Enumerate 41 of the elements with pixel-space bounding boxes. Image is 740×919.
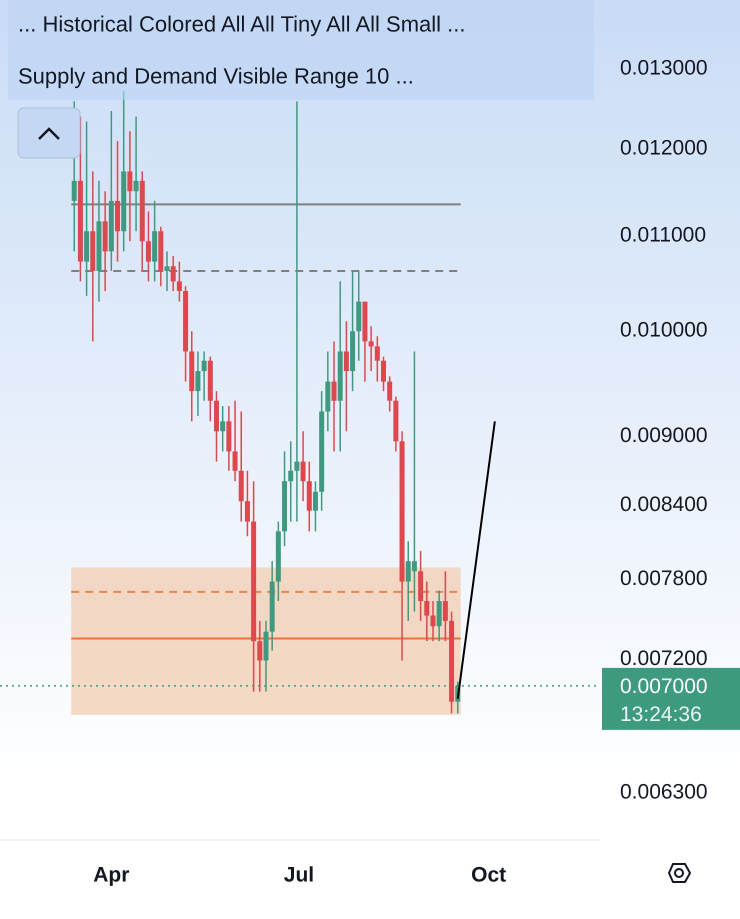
candlestick <box>424 580 430 642</box>
candlestick <box>381 356 386 392</box>
candlestick <box>442 570 448 642</box>
y-tick-label: 0.007800 <box>620 567 708 590</box>
candlestick <box>195 350 200 417</box>
candlestick <box>170 255 176 292</box>
candlestick <box>387 376 392 412</box>
candlestick <box>288 440 294 522</box>
text: 13:24:36 <box>620 703 702 726</box>
annotation: Supply and Demand Visible Range 10 ... <box>18 64 414 89</box>
candlestick <box>294 100 300 522</box>
y-tick-label: 0.010000 <box>620 318 708 342</box>
candlestick <box>164 250 170 292</box>
candlestick <box>176 260 182 302</box>
candlestick <box>257 620 262 692</box>
y-tick-label: 0.008400 <box>620 492 708 516</box>
y-tick-label: 0.013000 <box>620 56 708 80</box>
candlestick <box>146 210 151 282</box>
y-tick-label: 0.009000 <box>620 424 708 447</box>
y-tick-label: 0.006300 <box>620 780 708 804</box>
y-tick-label: 0.012000 <box>620 136 708 160</box>
candlestick <box>430 600 436 642</box>
candlestick <box>374 336 380 382</box>
y-tick-label: 0.007200 <box>620 647 708 670</box>
candlestick <box>232 400 238 482</box>
candlestick <box>344 320 349 432</box>
candlestick <box>244 470 250 537</box>
candlestick <box>312 480 318 532</box>
candlestick <box>220 405 226 452</box>
candlestick <box>134 116 139 232</box>
x-tick-label: Oct <box>471 863 506 886</box>
candlestick <box>202 350 207 402</box>
annotation: ... Historical Colored All All Tiny All All Small ... <box>18 12 466 37</box>
candlestick <box>368 326 374 372</box>
candlestick <box>127 130 132 242</box>
x-tick-label: Apr <box>93 863 130 886</box>
candlestick <box>300 430 306 502</box>
x-tick-label: Jul <box>284 863 314 886</box>
ref-line-label: 0.007000 <box>620 675 708 698</box>
candlestick <box>332 340 337 452</box>
y-tick-label: 0.011000 <box>620 223 706 246</box>
